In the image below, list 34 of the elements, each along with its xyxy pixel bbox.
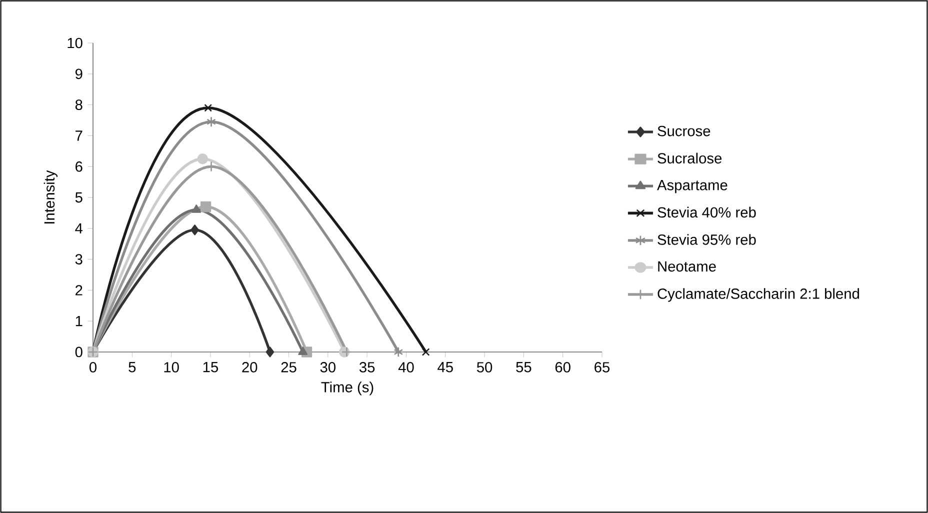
y-tick-label: 3 [75,254,82,264]
y-tick-label: 1 [76,316,82,326]
x-tick-label: 30 [320,362,336,372]
y-tick-label: 0 [75,346,82,358]
x-tick-label: 60 [555,362,570,372]
x-tick-label: 20 [242,362,258,372]
y-axis-title: Intensity [44,170,58,224]
x-tick-label: 15 [203,362,218,372]
x-tick-label: 55 [516,362,532,372]
x-tick-label: 0 [89,362,96,372]
y-tick-label: 4 [75,223,83,234]
x-tick-label: 5 [128,362,136,372]
y-tick-label: 9 [75,68,82,80]
x-tick-label: 50 [476,362,492,372]
x-tick-label: 25 [281,362,296,372]
x-tick-label: 45 [438,362,453,372]
legend-label: Stevia 40% reb [658,206,756,218]
legend-label: Aspartame [657,180,728,194]
x-tick-label: 40 [398,362,414,372]
y-tick-label: 6 [76,161,82,172]
legend-label: Sucralose [658,152,722,164]
y-tick-label: 8 [75,100,82,110]
y-tick-label: 7 [76,130,82,141]
legend-label: Stevia 95% reb [658,234,756,245]
y-tick-label: 5 [75,192,82,203]
x-tick-label: 10 [164,362,179,372]
legend-label: Sucrose [658,126,710,136]
legend-label: Cyclamate/Saccharin 2:1 blend [658,288,859,302]
x-tick-label: 35 [359,362,375,372]
y-tick-label: 2 [76,285,82,296]
legend-label: Neotame [658,261,716,272]
y-tick-label: 10 [68,38,82,48]
x-tick-label: 65 [594,362,610,372]
x-axis-title: Time (s) [321,382,374,396]
